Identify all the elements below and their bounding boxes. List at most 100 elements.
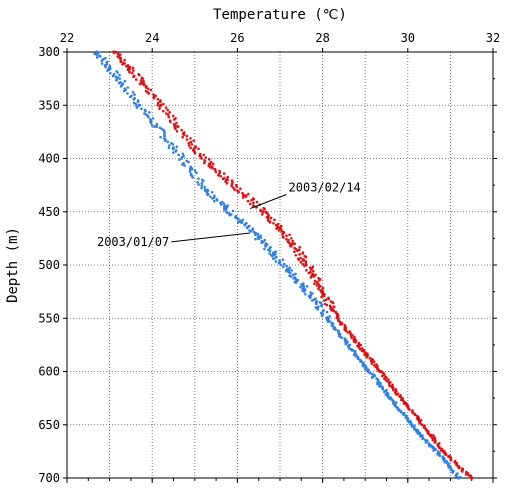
data-point <box>372 360 376 364</box>
data-point <box>136 100 140 103</box>
data-point <box>438 446 441 450</box>
data-point <box>383 377 386 380</box>
data-point <box>274 223 278 227</box>
data-point <box>347 347 351 350</box>
data-point <box>292 277 295 280</box>
data-point <box>96 51 100 55</box>
data-point <box>301 262 305 266</box>
data-point <box>359 348 362 351</box>
data-point <box>256 237 260 240</box>
annotation-label: 2003/01/07 <box>97 235 169 249</box>
data-point <box>432 449 435 452</box>
data-point <box>275 227 278 230</box>
x-tick-label: 26 <box>230 31 244 45</box>
data-point <box>308 296 312 300</box>
data-point <box>217 174 220 177</box>
data-point <box>169 120 172 124</box>
data-point <box>312 269 315 273</box>
data-point <box>403 413 406 417</box>
data-point <box>451 471 454 474</box>
data-point <box>314 273 317 277</box>
data-point <box>282 236 285 239</box>
data-point <box>310 299 314 302</box>
data-point <box>113 51 116 55</box>
data-point <box>250 198 253 202</box>
data-point <box>108 67 112 71</box>
data-point <box>264 245 267 248</box>
data-point <box>164 112 168 115</box>
data-point <box>277 261 281 265</box>
data-point <box>317 287 320 291</box>
data-point <box>121 63 124 66</box>
data-point <box>315 284 319 287</box>
data-point <box>294 281 298 285</box>
data-point <box>106 69 109 72</box>
data-point <box>160 127 164 131</box>
data-point <box>313 282 316 285</box>
data-point <box>263 238 267 242</box>
data-point <box>281 232 284 236</box>
x-tick-label: 22 <box>60 31 74 45</box>
data-point <box>373 374 376 378</box>
data-point <box>330 308 333 312</box>
data-point <box>268 249 272 253</box>
data-point <box>119 60 123 64</box>
data-point <box>407 420 411 424</box>
data-point <box>309 268 313 271</box>
data-point <box>222 202 226 206</box>
data-point <box>180 163 184 166</box>
data-point <box>304 292 307 296</box>
data-point <box>99 55 102 58</box>
data-point <box>271 257 275 261</box>
data-point <box>420 423 424 427</box>
data-point <box>197 183 200 186</box>
data-point <box>256 232 260 236</box>
data-point <box>282 265 285 269</box>
data-point <box>325 310 329 314</box>
data-point <box>200 184 204 188</box>
data-point <box>147 92 151 95</box>
data-point <box>298 245 302 249</box>
data-point <box>372 363 376 367</box>
data-point <box>226 175 229 179</box>
data-point <box>142 83 146 87</box>
data-point <box>376 382 379 386</box>
data-point <box>188 170 192 173</box>
data-point <box>444 453 448 457</box>
data-point <box>268 221 272 224</box>
data-point <box>171 114 175 118</box>
data-point <box>294 247 298 251</box>
data-point <box>311 292 314 295</box>
data-point <box>203 185 206 189</box>
data-point <box>164 106 168 109</box>
data-point <box>327 297 331 301</box>
data-point <box>289 275 293 278</box>
data-point <box>285 237 288 241</box>
data-point <box>307 271 311 275</box>
data-point <box>443 460 447 464</box>
data-point <box>282 262 286 266</box>
data-point <box>413 413 417 417</box>
data-point <box>332 309 336 313</box>
data-point <box>303 264 306 268</box>
data-point <box>219 203 223 206</box>
data-point <box>225 211 229 214</box>
data-point <box>316 308 319 311</box>
data-point <box>123 62 126 65</box>
data-point <box>315 300 318 303</box>
data-point <box>272 221 275 225</box>
data-point <box>225 182 229 185</box>
data-point <box>177 153 181 157</box>
data-point <box>339 323 342 326</box>
data-point <box>400 411 403 414</box>
data-point <box>263 207 266 211</box>
data-point <box>191 176 194 179</box>
data-point <box>344 342 347 346</box>
data-point <box>334 328 337 332</box>
data-point <box>305 269 308 272</box>
data-point <box>117 81 121 85</box>
data-point <box>185 138 189 141</box>
data-point <box>142 79 145 83</box>
x-axis-title: Temperature (℃) <box>213 7 347 23</box>
data-point <box>248 202 252 206</box>
